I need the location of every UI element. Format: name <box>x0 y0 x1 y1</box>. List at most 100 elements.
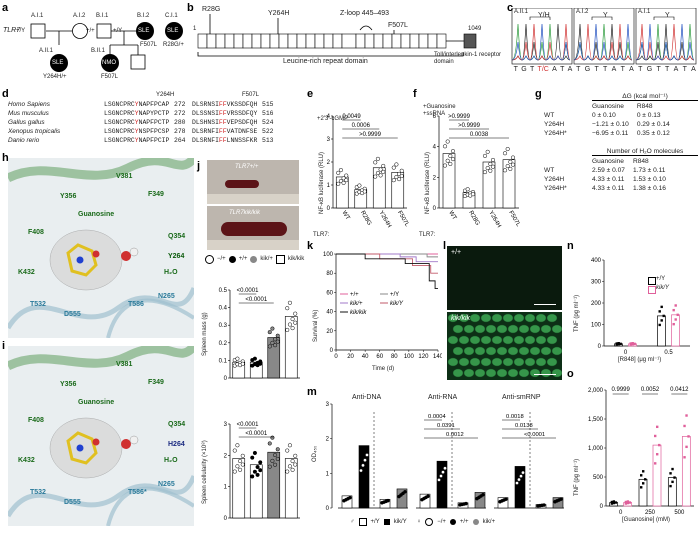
cell <box>524 313 536 323</box>
sequence: LSGNCPRCYNAPYPCTP <box>104 110 170 117</box>
data-point <box>397 177 402 182</box>
residue-label: H₂O <box>164 457 178 464</box>
xlabel-k: Time (d) <box>372 366 395 372</box>
y-tick-label: 20 <box>326 329 333 335</box>
cell <box>496 324 508 334</box>
zloop-label: Z-loop 445–493 <box>340 10 390 17</box>
cell <box>474 324 486 334</box>
residue-label: H264 <box>168 441 185 448</box>
pedigree-genotype: +/+ <box>86 28 95 34</box>
y-tick-label: 2 <box>326 437 330 443</box>
pedigree-male-B.II.2 <box>130 54 146 70</box>
y-tick-label: 4 <box>433 145 437 151</box>
cell <box>463 346 475 356</box>
y-tick-label: 100 <box>591 323 602 329</box>
cell <box>452 346 464 356</box>
p-value: >0.9999 <box>359 132 382 138</box>
chrom-frame <box>573 7 635 65</box>
data-point <box>510 162 516 167</box>
data-point <box>612 500 616 503</box>
y-tick-label: 0 <box>224 376 228 382</box>
panel-label-n: n <box>567 240 574 252</box>
data-point <box>470 192 476 197</box>
data-point <box>235 356 240 361</box>
data-point <box>344 173 349 178</box>
panel-label-b: b <box>187 2 194 14</box>
pedigree-affected-B.I.2 <box>136 22 154 40</box>
data-point <box>267 330 272 335</box>
table-cell: 0 ± 0.10 <box>592 112 616 119</box>
lrr-repeat <box>391 33 402 49</box>
data-point <box>610 502 614 505</box>
data-point <box>673 476 676 479</box>
sequence: LSGNCPRCYNAPFPCAP <box>104 101 170 108</box>
data-point <box>505 146 510 152</box>
atom <box>92 250 100 258</box>
data-point <box>612 501 616 505</box>
pedigree-affected-B.II.1 <box>101 54 119 72</box>
legend-label: +/+ <box>238 256 248 262</box>
data-point <box>273 337 278 342</box>
y-tick-label: 2 <box>224 453 228 459</box>
bar <box>652 444 662 507</box>
x-tick-label: 120 <box>418 354 429 360</box>
legend-label: kik/kik <box>350 310 367 316</box>
xprefix-e: TLR7: <box>313 232 330 238</box>
legend-marker <box>425 518 434 526</box>
base-call: T/C <box>537 66 549 73</box>
atom <box>92 438 100 446</box>
cell <box>480 313 492 323</box>
data-point <box>671 480 674 484</box>
y-tick-label: 200 <box>591 301 602 307</box>
data-point <box>624 502 628 505</box>
x-tick-label: 100 <box>404 354 415 360</box>
residue-label: T586* <box>128 489 147 496</box>
cell <box>458 335 470 345</box>
base-call: T <box>529 66 535 73</box>
data-point <box>336 170 341 175</box>
x-tick-label: 0.5 <box>664 350 673 356</box>
data-point <box>629 342 632 345</box>
residue-label: T532 <box>30 489 46 496</box>
cell <box>546 313 558 323</box>
data-point <box>437 478 441 482</box>
legend-label: +/Y <box>390 292 399 298</box>
data-point <box>624 500 628 504</box>
x-tick-label: F507L <box>507 210 521 228</box>
panel-label-a: a <box>2 2 9 14</box>
p-value: <0.0001 <box>245 431 268 437</box>
residue-label: N265 <box>158 293 175 300</box>
y-tick-label: 2 <box>433 175 437 181</box>
cell <box>529 346 541 356</box>
lrr-repeat <box>233 33 244 49</box>
col-header: Guanosine <box>592 103 624 110</box>
legend-label: +/+ <box>459 519 469 525</box>
water-molecule <box>121 439 131 449</box>
legend-j: −/+ +/+ kik/+ kik/kik <box>205 254 305 264</box>
scale-bar <box>534 373 556 375</box>
data-point <box>336 181 341 186</box>
alignment-row: Xenopus tropicalis LSGNCPRCYNSPFPCSP 278 DL… <box>8 128 274 135</box>
pedigree-genotype: R28G/+ <box>163 42 184 48</box>
lrr-repeat <box>427 33 438 49</box>
data-point <box>683 456 686 459</box>
ylabel-m: OD₄₅₀ <box>312 445 318 462</box>
data-point <box>373 160 378 165</box>
chart-e: 0 1 2 3 4 WT R28G Y264H F507L 0.0049 0.0006 >0.9999… <box>307 96 411 242</box>
structure-image-i: Y356 V381 F349 F408 Guanosine Q354 H264 K432 H₂O… <box>8 346 194 526</box>
data-point <box>654 462 657 465</box>
alignment-header: F507L <box>242 92 260 98</box>
ylabel-j2: Spleen cellularity (×10⁸) <box>202 440 208 504</box>
cell <box>513 313 525 323</box>
cell <box>546 335 558 345</box>
data-point <box>442 144 448 149</box>
data-point <box>375 156 380 161</box>
y-tick-label: 1 <box>327 183 331 189</box>
data-point <box>626 501 630 505</box>
data-point <box>252 469 257 474</box>
data-point <box>273 453 278 458</box>
cell <box>491 335 503 345</box>
data-point <box>273 343 278 348</box>
table-row: Y264H* −6.95 ± 0.11 0.35 ± 0.12 <box>540 129 674 138</box>
